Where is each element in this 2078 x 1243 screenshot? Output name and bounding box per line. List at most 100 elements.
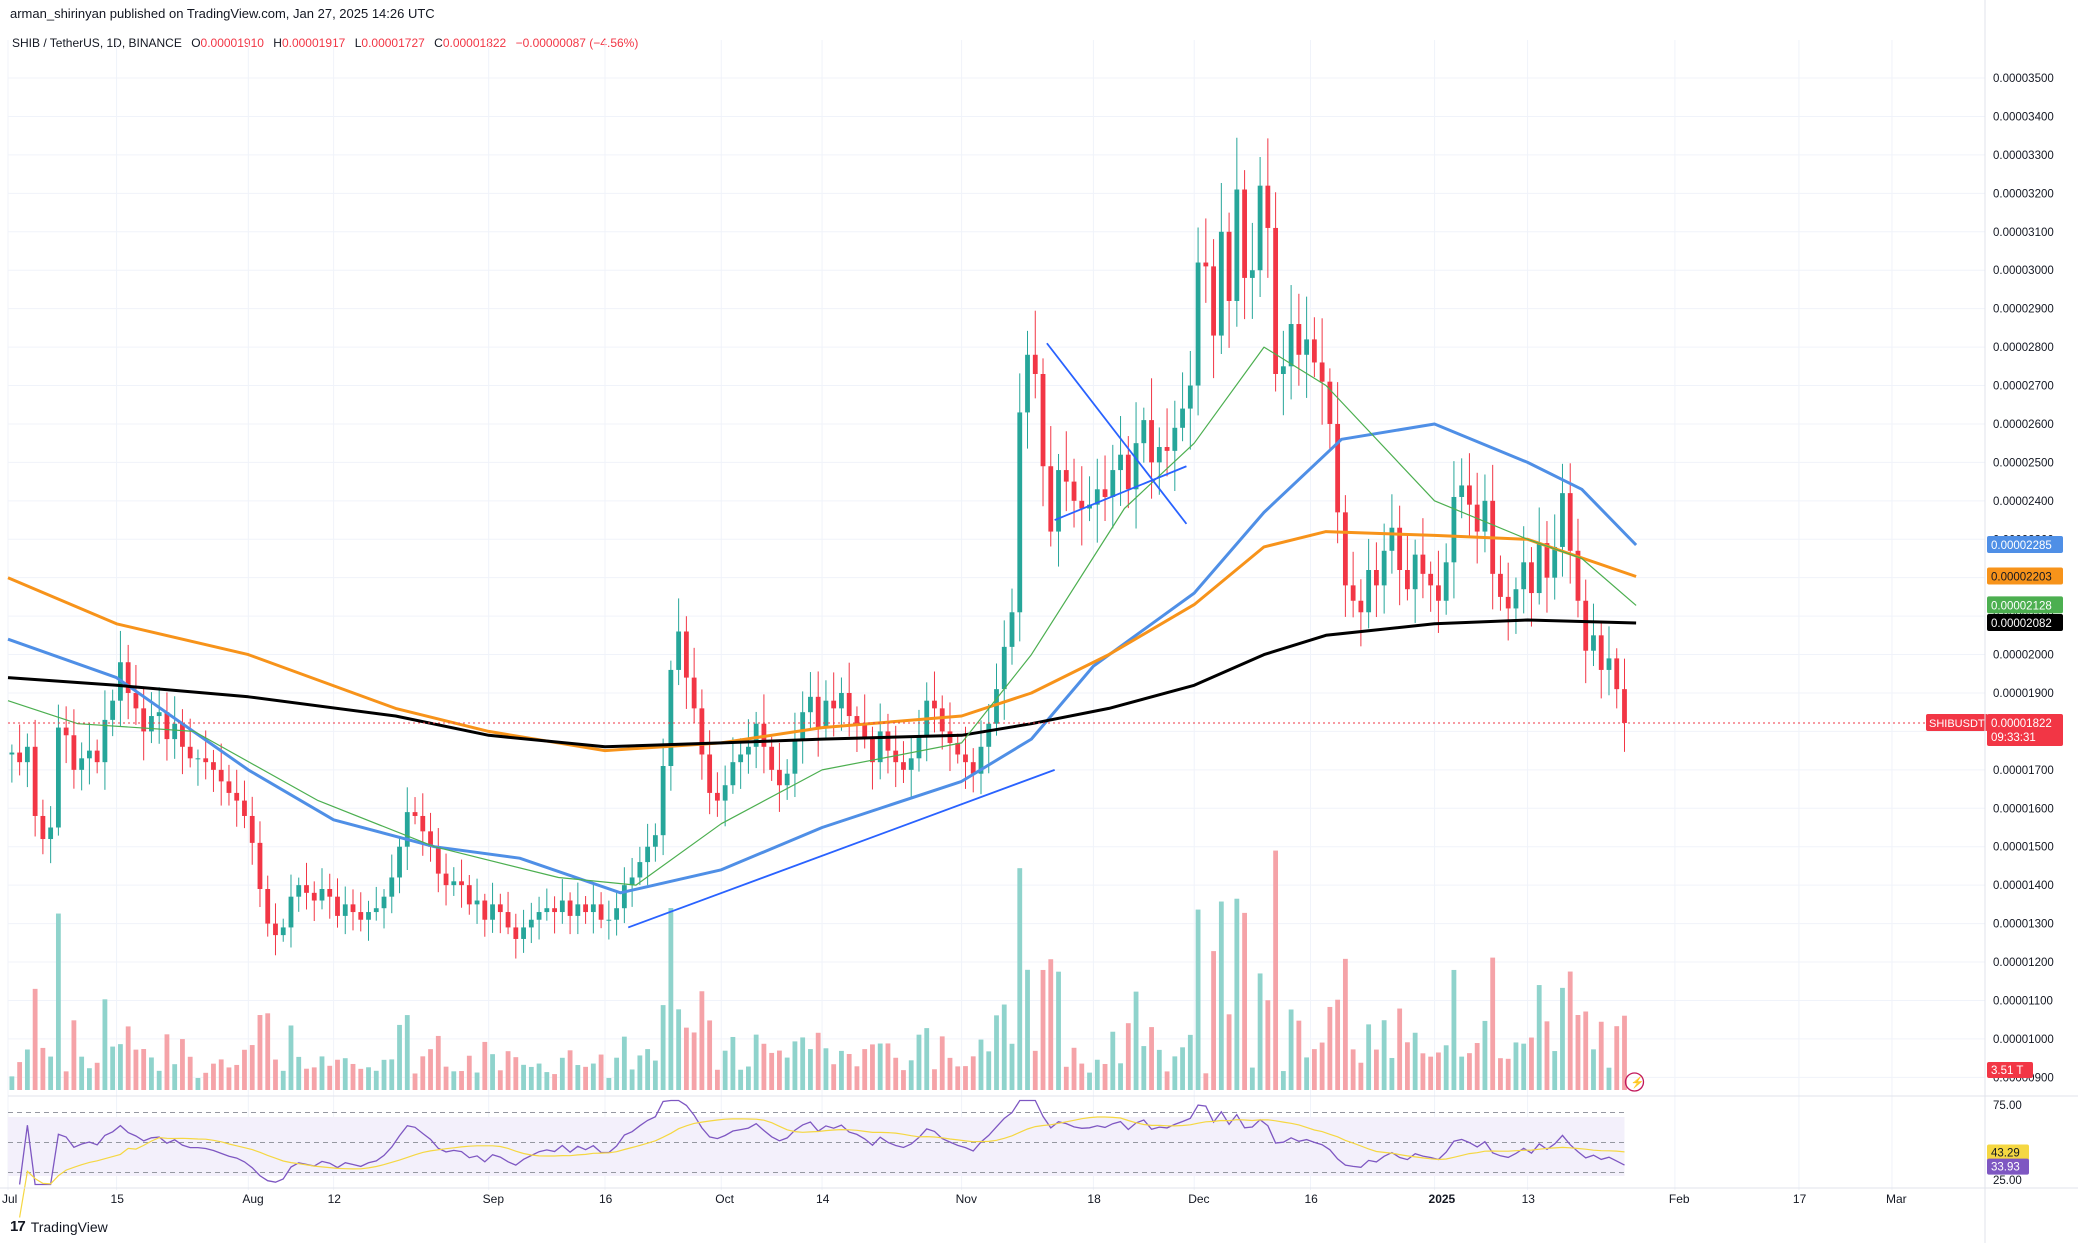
candle[interactable] bbox=[1025, 354, 1030, 413]
candle[interactable] bbox=[1110, 470, 1116, 497]
trend-line[interactable] bbox=[1046, 342, 1188, 525]
candle[interactable] bbox=[1296, 324, 1302, 355]
candle[interactable] bbox=[777, 769, 782, 786]
candle[interactable] bbox=[1436, 585, 1441, 601]
candle[interactable] bbox=[746, 746, 751, 755]
candle[interactable] bbox=[505, 912, 511, 928]
candle[interactable] bbox=[304, 885, 309, 893]
candle[interactable] bbox=[1513, 589, 1519, 609]
candle[interactable] bbox=[55, 727, 61, 828]
candle[interactable] bbox=[1172, 427, 1178, 451]
candle[interactable] bbox=[397, 846, 402, 878]
candle[interactable] bbox=[94, 750, 100, 763]
candle[interactable] bbox=[1265, 185, 1271, 228]
candle[interactable] bbox=[1397, 527, 1403, 570]
candle[interactable] bbox=[831, 700, 837, 709]
candle[interactable] bbox=[373, 908, 379, 913]
candle[interactable] bbox=[1567, 493, 1573, 551]
candle[interactable] bbox=[1428, 573, 1434, 586]
candle[interactable] bbox=[1311, 339, 1317, 363]
candle[interactable] bbox=[218, 769, 224, 782]
candle[interactable] bbox=[590, 904, 596, 913]
candle[interactable] bbox=[583, 904, 588, 913]
candle[interactable] bbox=[1350, 585, 1356, 601]
candle[interactable] bbox=[1071, 481, 1077, 501]
candle[interactable] bbox=[963, 754, 968, 763]
candle[interactable] bbox=[1133, 443, 1139, 490]
candle[interactable] bbox=[1443, 562, 1449, 601]
candle[interactable] bbox=[652, 835, 658, 847]
candle[interactable] bbox=[629, 877, 635, 886]
candle[interactable] bbox=[1583, 600, 1589, 651]
candle[interactable] bbox=[877, 731, 883, 763]
candle[interactable] bbox=[296, 885, 302, 897]
candle[interactable] bbox=[71, 735, 77, 770]
candle[interactable] bbox=[1234, 189, 1240, 301]
candle[interactable] bbox=[854, 716, 860, 724]
candle[interactable] bbox=[110, 700, 116, 720]
candle[interactable] bbox=[885, 731, 891, 751]
candle[interactable] bbox=[1335, 423, 1341, 513]
candle[interactable] bbox=[1591, 635, 1596, 651]
candle[interactable] bbox=[366, 912, 371, 920]
candle[interactable] bbox=[1389, 527, 1395, 551]
candle[interactable] bbox=[358, 912, 364, 920]
candle[interactable] bbox=[691, 677, 697, 709]
candle[interactable] bbox=[978, 746, 984, 774]
candle[interactable] bbox=[552, 908, 557, 913]
candle[interactable] bbox=[621, 885, 627, 909]
candle[interactable] bbox=[1218, 231, 1224, 336]
candle[interactable] bbox=[125, 662, 131, 693]
candle[interactable] bbox=[606, 919, 612, 921]
candle[interactable] bbox=[335, 896, 340, 916]
candle[interactable] bbox=[24, 746, 30, 763]
candle[interactable] bbox=[1149, 420, 1154, 463]
candle[interactable] bbox=[443, 873, 449, 886]
candle[interactable] bbox=[1226, 231, 1232, 301]
candle[interactable] bbox=[614, 908, 620, 920]
candle[interactable] bbox=[319, 888, 325, 901]
candle[interactable] bbox=[1180, 408, 1185, 428]
candle[interactable] bbox=[1420, 554, 1426, 574]
candle[interactable] bbox=[1575, 550, 1581, 601]
candle[interactable] bbox=[404, 812, 410, 847]
candle[interactable] bbox=[172, 723, 178, 740]
candle[interactable] bbox=[513, 927, 519, 939]
candle[interactable] bbox=[1622, 689, 1627, 723]
candle[interactable] bbox=[482, 900, 488, 920]
candle[interactable] bbox=[180, 723, 185, 747]
candle[interactable] bbox=[311, 892, 317, 901]
candle[interactable] bbox=[164, 712, 170, 740]
candle[interactable] bbox=[521, 927, 526, 939]
candle[interactable] bbox=[559, 900, 565, 913]
candle[interactable] bbox=[970, 762, 976, 774]
candle[interactable] bbox=[451, 881, 457, 886]
candle[interactable] bbox=[1048, 466, 1054, 532]
candle[interactable] bbox=[459, 881, 464, 886]
candle[interactable] bbox=[1405, 570, 1410, 590]
candle[interactable] bbox=[1482, 500, 1488, 532]
candle[interactable] bbox=[342, 904, 348, 916]
candle[interactable] bbox=[327, 888, 333, 897]
candle[interactable] bbox=[714, 792, 720, 801]
candle[interactable] bbox=[707, 754, 713, 793]
candle[interactable] bbox=[234, 792, 240, 801]
candle[interactable] bbox=[645, 846, 651, 863]
candle[interactable] bbox=[893, 750, 899, 763]
candle[interactable] bbox=[1249, 270, 1255, 278]
candle[interactable] bbox=[1118, 454, 1123, 471]
candle[interactable] bbox=[249, 815, 255, 843]
candle[interactable] bbox=[490, 904, 495, 920]
candle[interactable] bbox=[1381, 550, 1387, 586]
candle[interactable] bbox=[792, 739, 798, 774]
alert-lightning-icon[interactable] bbox=[1624, 1072, 1645, 1092]
candle[interactable] bbox=[1498, 573, 1503, 597]
candle[interactable] bbox=[544, 908, 550, 913]
candle[interactable] bbox=[1327, 381, 1333, 424]
candle[interactable] bbox=[1195, 262, 1201, 386]
candle[interactable] bbox=[567, 900, 573, 916]
candle[interactable] bbox=[699, 708, 705, 755]
candle[interactable] bbox=[350, 904, 356, 913]
candle[interactable] bbox=[1017, 412, 1023, 613]
candle[interactable] bbox=[1459, 485, 1465, 497]
